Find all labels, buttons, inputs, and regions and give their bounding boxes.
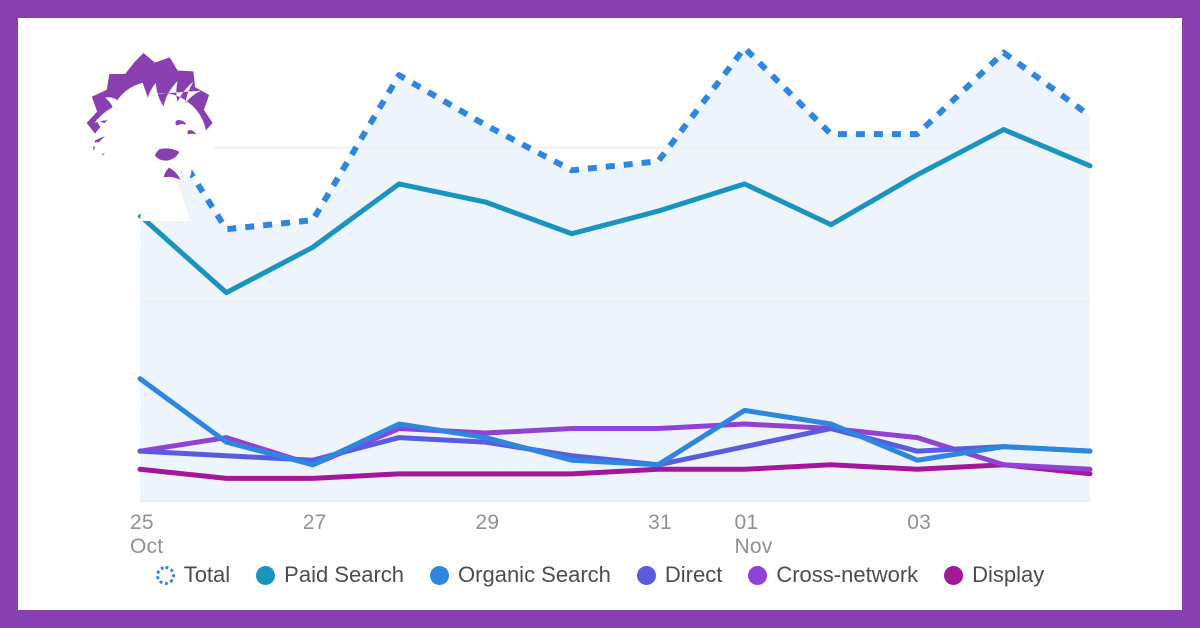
total-area-fill [140,48,1090,501]
series-line-display[interactable] [137,462,1093,481]
legend-item-paid-search[interactable]: Paid Search [256,562,404,588]
x-axis-tick-25: 25 Oct [130,511,163,559]
legend-label: Organic Search [458,562,611,587]
chart-canvas: 25 Oct 27 29 31 01 Nov 03 Total Paid Search Organ… [18,18,1182,610]
legend-label: Cross-network [776,562,919,587]
x-axis-tick-27: 27 [303,511,327,535]
legend-label: Display [972,562,1045,587]
legend-swatch-icon [430,565,450,585]
legend-swatch-icon [944,565,964,585]
legend-swatch-icon [155,565,175,585]
legend-swatch-icon [748,565,768,585]
series-line-paid-search[interactable] [137,127,1093,296]
legend-label: Direct [664,562,723,587]
x-axis-tick-value: 03 [907,511,932,534]
legend-swatch-icon [636,565,656,585]
legend-item-display[interactable]: Display [944,562,1044,588]
x-axis-tick-month: Oct [130,535,164,558]
legend-swatch-icon [256,565,276,585]
chart-svg [137,45,1093,502]
x-axis-tick-value: 25 [130,511,154,534]
x-axis-tick-31: 31 [648,511,672,535]
x-axis-tick-value: 01 [734,511,759,534]
legend-item-cross-network[interactable]: Cross-network [748,562,918,588]
chart-legend[interactable]: Total Paid Search Organic Search Direct Cros… [18,562,1182,588]
analytics-line-chart[interactable] [18,18,1182,578]
legend-label: Paid Search [284,562,405,587]
x-axis-tick-03: 03 [907,511,931,535]
x-axis-tick-01: 01 Nov [735,511,773,559]
x-axis-tick-29: 29 [475,511,499,535]
x-axis-tick-value: 31 [648,511,672,534]
x-axis-tick-value: 27 [302,511,327,534]
x-axis-tick-month: Nov [734,535,773,558]
x-axis-tick-value: 29 [475,511,500,534]
legend-label: Total [183,562,231,587]
legend-item-direct[interactable]: Direct [636,562,723,588]
series-line-organic-search[interactable] [137,376,1093,468]
legend-item-organic-search[interactable]: Organic Search [430,562,611,588]
legend-item-total[interactable]: Total [155,562,231,588]
